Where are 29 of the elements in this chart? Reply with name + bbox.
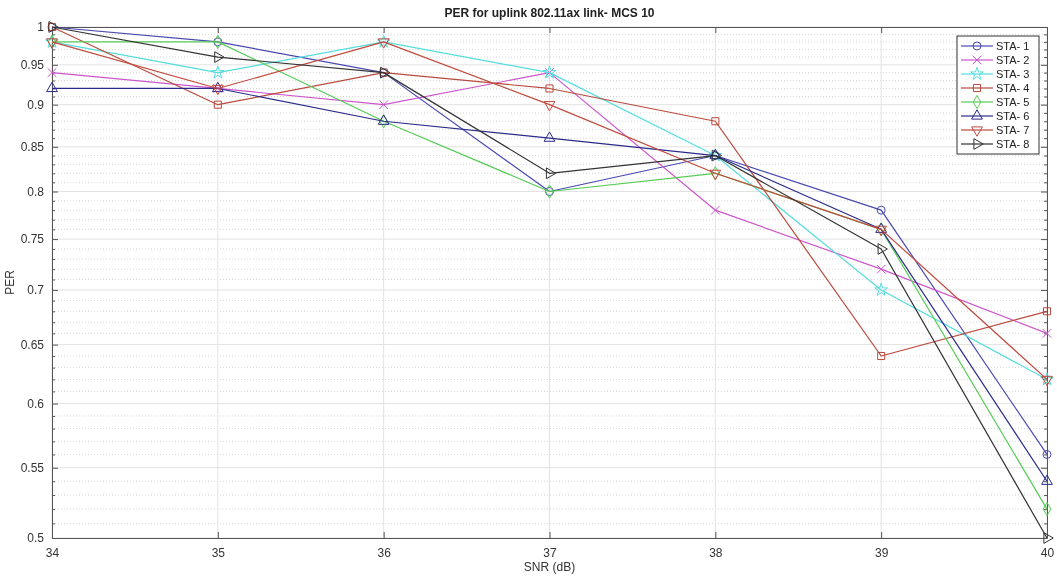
y-tick-label: 0.6 (27, 396, 45, 411)
y-tick-label: 0.9 (27, 98, 45, 113)
chart-title: PER for uplink 802.11ax link- MCS 10 (444, 6, 655, 20)
legend-label: STA- 4 (996, 82, 1030, 94)
y-tick-label: 0.65 (20, 337, 45, 352)
x-tick-label: 38 (709, 545, 723, 560)
legend-label: STA- 8 (996, 138, 1030, 150)
y-tick-label: 0.5 (27, 531, 45, 546)
x-tick-label: 35 (211, 545, 226, 560)
y-tick-label: 0.55 (20, 461, 45, 476)
legend-label: STA- 3 (996, 68, 1030, 80)
legend-label: STA- 6 (996, 110, 1030, 122)
x-tick-label: 39 (874, 545, 889, 560)
y-tick-label: 0.75 (20, 232, 45, 247)
x-tick-label: 34 (45, 545, 60, 560)
legend-label: STA- 5 (996, 96, 1030, 108)
y-tick-label: 0.7 (27, 283, 45, 298)
y-axis-title: PER (3, 269, 17, 295)
x-tick-label: 40 (1040, 545, 1055, 560)
legend-label: STA- 1 (996, 40, 1030, 52)
legend-label: STA- 7 (996, 124, 1030, 136)
x-axis-title: SNR (dB) (523, 560, 576, 574)
y-tick-label: 0.95 (20, 58, 45, 73)
y-tick-label: 1 (37, 20, 45, 35)
x-tick-label: 36 (377, 545, 392, 560)
y-tick-label: 0.8 (27, 184, 45, 199)
y-tick-label: 0.85 (20, 140, 45, 155)
legend-label: STA- 2 (996, 54, 1030, 66)
x-tick-label: 37 (543, 545, 557, 560)
